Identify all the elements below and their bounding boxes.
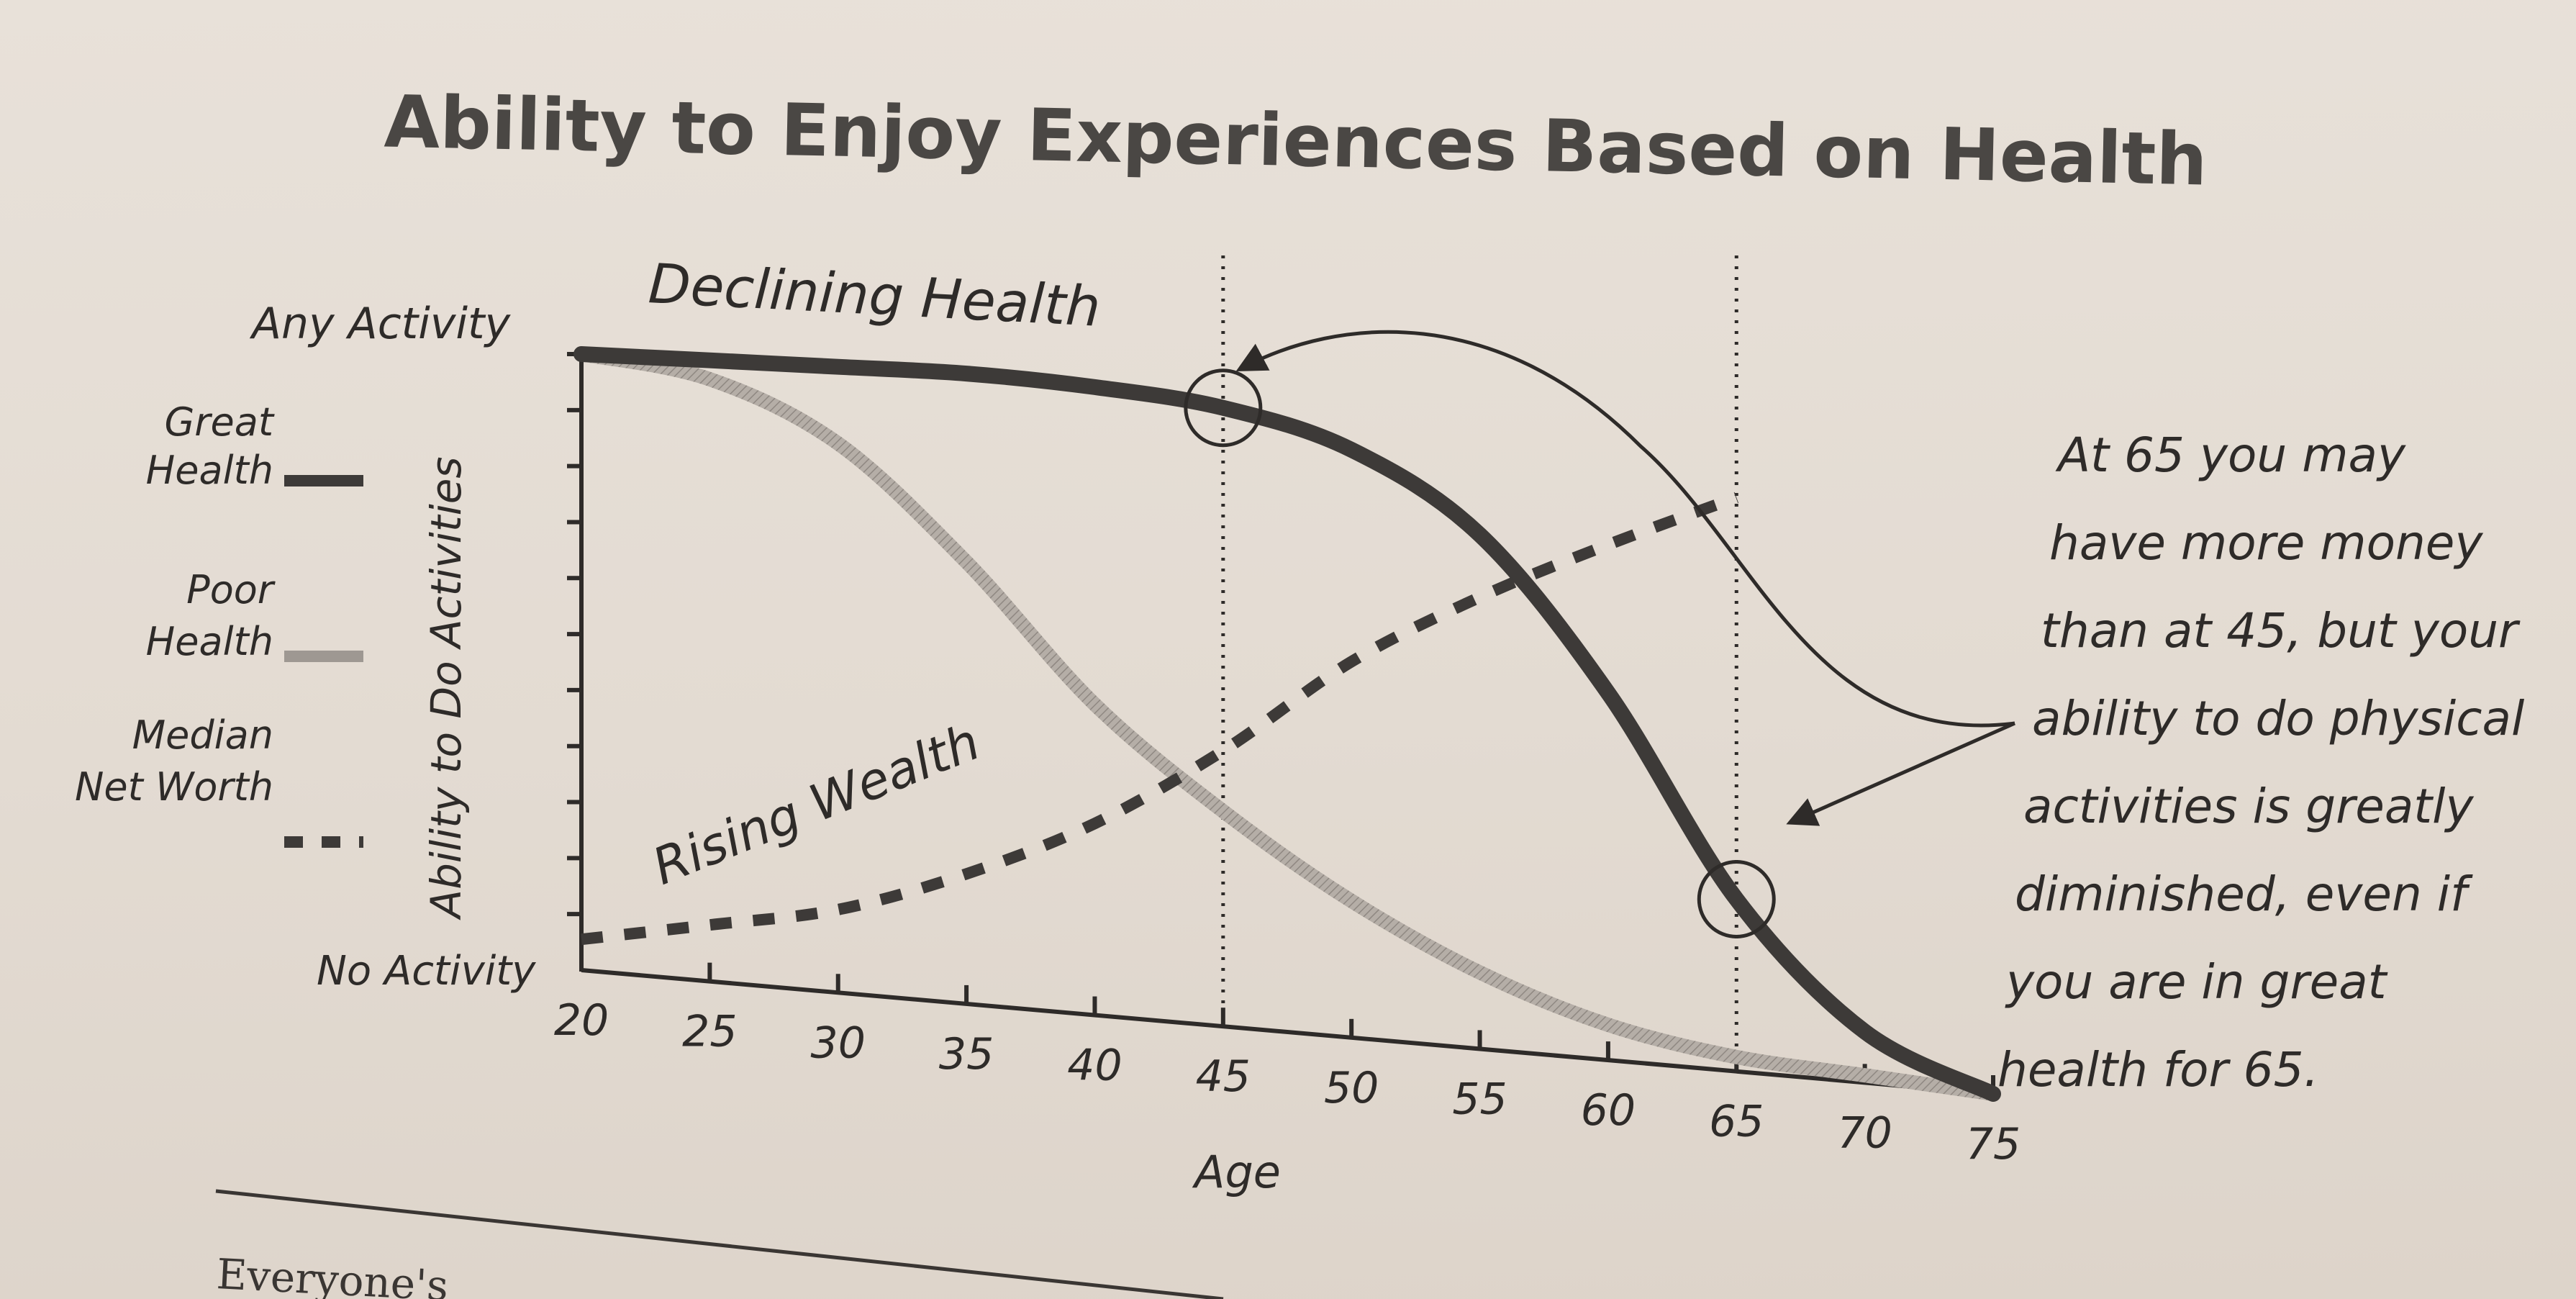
x-tick-label: 50: [1324, 1063, 1379, 1113]
series-line-median-net-worth: [581, 492, 1739, 946]
series-line-poor-health: [574, 347, 2000, 1101]
marker-lines: [1221, 255, 1738, 1075]
x-tick-label: 35: [939, 1029, 994, 1080]
x-tick-label: 20: [554, 995, 609, 1046]
plot-area: 20 25 30 35 40 45 50 55 60 65 70 75: [554, 255, 2021, 1169]
chart-title: Ability to Enjoy Experiences Based on He…: [384, 79, 2208, 202]
declining-health-label: Declining Health: [647, 251, 1102, 339]
x-axis: [581, 968, 1994, 1096]
annotation-note: At 65 you may have more money than at 45, …: [1997, 427, 2525, 1097]
x-tick-label: 60: [1581, 1085, 1636, 1136]
legend-label: Great: [164, 399, 274, 445]
note-line: activities is greatly: [2023, 779, 2475, 834]
footer-rule: [215, 1189, 1224, 1299]
x-tick-label: 25: [682, 1007, 737, 1057]
x-tick-label: 55: [1452, 1074, 1507, 1124]
annotation-arrow-upper: [1235, 330, 2015, 728]
legend-label: Median: [132, 712, 273, 758]
x-tick-label: 75: [1966, 1119, 2021, 1169]
marker-circles: [1184, 368, 1776, 939]
note-line: ability to do physical: [2032, 691, 2525, 746]
x-axis-ticks: 20 25 30 35 40 45 50 55 60 65 70 75: [554, 951, 2021, 1169]
x-tick-label: 65: [1709, 1097, 1764, 1147]
x-tick-label: 40: [1067, 1041, 1122, 1091]
x-axis-title: Age: [1192, 1146, 1281, 1198]
x-tick-label: 30: [811, 1018, 866, 1068]
note-line: have more money: [2049, 515, 2483, 571]
footer-text: Everyone's: [215, 1249, 449, 1299]
y-bottom-label: No Activity: [317, 948, 536, 995]
y-axis-ticks: [567, 352, 581, 917]
y-axis-title: Ability to Do Activities: [422, 456, 471, 920]
annotation-arrow-lower: [1786, 721, 2016, 826]
highlight-circle: [1697, 860, 1776, 939]
series-line-great-health: [573, 346, 2001, 1102]
legend-label: Health: [146, 448, 273, 493]
legend-label: Net Worth: [75, 764, 273, 810]
legend-label: Poor: [186, 567, 276, 612]
rising-wealth-label: Rising Wealth: [645, 712, 988, 896]
note-line: At 65 you may: [2055, 427, 2406, 483]
legend-label: Health: [146, 619, 273, 664]
x-tick-label: 70: [1837, 1108, 1892, 1158]
note-line: diminished, even if: [2015, 866, 2473, 922]
note-line: than at 45, but your: [2041, 603, 2521, 658]
highlight-circle: [1184, 368, 1263, 448]
x-tick-label: 45: [1196, 1051, 1251, 1102]
series-layer: [573, 346, 2001, 1102]
y-top-label: Any Activity: [249, 299, 512, 349]
note-line: you are in great: [2005, 954, 2388, 1010]
note-line: health for 65.: [1997, 1042, 2319, 1097]
